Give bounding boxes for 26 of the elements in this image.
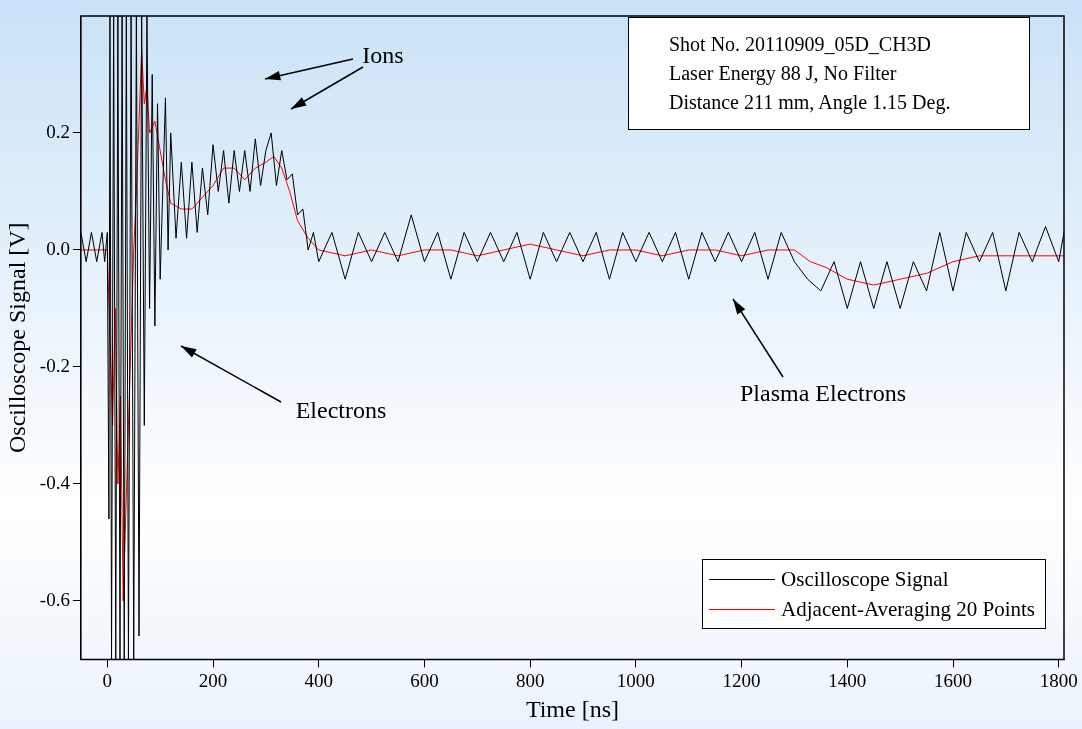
x-tick-label: 1200 xyxy=(722,669,761,691)
annotation: Ions xyxy=(362,42,404,69)
y-tick-label: -0.6 xyxy=(39,588,70,610)
legend-label: Oscilloscope Signal xyxy=(781,566,949,593)
x-tick-label: 600 xyxy=(410,669,439,691)
x-tick-label: 200 xyxy=(198,669,228,691)
x-tick-label: 800 xyxy=(515,669,545,691)
annotation: Plasma Electrons xyxy=(740,380,906,407)
y-tick-label: -0.4 xyxy=(39,471,71,493)
annotation: Shot No. 20110909_05D_CH3D xyxy=(669,32,933,57)
y-axis-title: Oscilloscope Signal [V] xyxy=(3,222,30,454)
x-tick-label: 1000 xyxy=(616,669,655,691)
text-box: Shot No. 20110909_05D_CH3D Laser Energy 88 J, No Filter Distance 211 mm, Angle 1.15 Deg. xyxy=(628,17,1030,130)
x-tick-label: 1600 xyxy=(934,669,972,691)
annotation: Electrons xyxy=(295,397,387,424)
legend-label: Adjacent-Averaging 20 Points xyxy=(781,596,1035,623)
x-axis-title: Time [ns] xyxy=(525,695,620,722)
annotation: Distance 211 mm, Angle 1.15 Deg. xyxy=(669,90,952,116)
y-tick-label: -0.2 xyxy=(39,354,70,376)
x-tick-label: 400 xyxy=(304,669,333,691)
x-tick-label: 1400 xyxy=(828,669,867,691)
y-tick-label: 0.2 xyxy=(46,120,70,142)
x-tick-label: 0 xyxy=(102,669,113,691)
y-tick-label: 0.0 xyxy=(46,237,70,259)
annotation: Laser Energy 88 J, No Filter xyxy=(669,61,898,87)
x-tick-label: 1800 xyxy=(1039,669,1078,691)
